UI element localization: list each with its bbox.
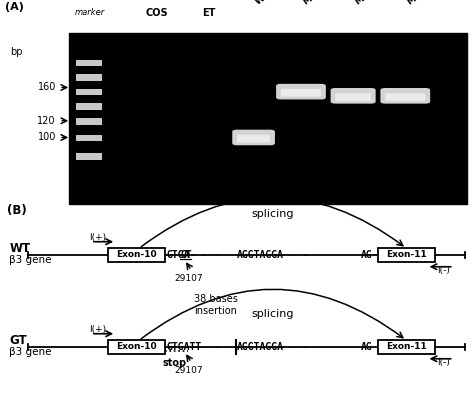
Bar bbox=[76, 89, 102, 95]
Text: MA/ET: MA/ET bbox=[353, 0, 384, 6]
Text: Exon-11: Exon-11 bbox=[386, 342, 427, 351]
Text: - - -: - - - bbox=[279, 342, 308, 352]
Text: MT/ET: MT/ET bbox=[301, 0, 331, 6]
Text: splicing: splicing bbox=[252, 309, 294, 319]
FancyBboxPatch shape bbox=[378, 340, 435, 354]
Text: WT/ET: WT/ET bbox=[254, 0, 285, 6]
Text: I(+): I(+) bbox=[89, 325, 106, 334]
Text: bp: bp bbox=[10, 47, 23, 57]
FancyBboxPatch shape bbox=[385, 93, 425, 101]
Bar bbox=[76, 134, 102, 141]
Bar bbox=[69, 33, 467, 204]
Text: - - -: - - - bbox=[279, 250, 308, 260]
FancyBboxPatch shape bbox=[108, 248, 165, 262]
FancyBboxPatch shape bbox=[276, 84, 326, 99]
FancyBboxPatch shape bbox=[237, 135, 270, 143]
Text: GT: GT bbox=[9, 334, 27, 347]
FancyBboxPatch shape bbox=[232, 130, 275, 145]
Text: β3 gene: β3 gene bbox=[9, 255, 52, 265]
Text: GTGATT: GTGATT bbox=[166, 342, 201, 352]
Text: (B): (B) bbox=[7, 204, 27, 217]
Text: marker: marker bbox=[75, 8, 105, 17]
Text: Exon-10: Exon-10 bbox=[116, 342, 156, 351]
Text: - - -: - - - bbox=[191, 342, 220, 352]
Text: 38 bases
insertion: 38 bases insertion bbox=[194, 294, 237, 316]
Text: (A): (A) bbox=[5, 2, 24, 12]
Text: AGGTAGGA: AGGTAGGA bbox=[237, 250, 284, 260]
FancyBboxPatch shape bbox=[336, 93, 371, 101]
Text: 29107: 29107 bbox=[175, 366, 203, 375]
Bar bbox=[76, 103, 102, 110]
Text: β3 gene: β3 gene bbox=[9, 347, 52, 357]
FancyBboxPatch shape bbox=[378, 248, 435, 262]
Text: MC/ET: MC/ET bbox=[405, 0, 436, 6]
Text: 120: 120 bbox=[37, 116, 56, 126]
FancyBboxPatch shape bbox=[331, 88, 375, 104]
Text: AG: AG bbox=[361, 250, 373, 260]
Text: splicing: splicing bbox=[252, 209, 294, 219]
Text: 100: 100 bbox=[37, 132, 56, 143]
Text: AGGTAGGA: AGGTAGGA bbox=[237, 342, 284, 352]
Bar bbox=[76, 60, 102, 66]
Bar bbox=[76, 153, 102, 160]
FancyBboxPatch shape bbox=[380, 88, 430, 104]
Text: COS: COS bbox=[145, 8, 168, 18]
Text: GT: GT bbox=[181, 250, 192, 260]
Text: ET: ET bbox=[202, 8, 215, 18]
Text: WT: WT bbox=[9, 242, 31, 255]
Text: GTGA: GTGA bbox=[166, 250, 190, 260]
Text: 29107: 29107 bbox=[175, 274, 203, 283]
Text: - - -: - - - bbox=[190, 250, 219, 260]
Text: Exon-10: Exon-10 bbox=[116, 250, 156, 259]
Bar bbox=[76, 118, 102, 125]
Bar bbox=[76, 74, 102, 81]
Text: I(+): I(+) bbox=[89, 233, 106, 242]
FancyBboxPatch shape bbox=[281, 89, 321, 97]
Text: I(-): I(-) bbox=[438, 266, 450, 275]
Text: stop: stop bbox=[163, 358, 187, 368]
Text: I(-): I(-) bbox=[438, 358, 450, 367]
Text: Exon-11: Exon-11 bbox=[386, 250, 427, 259]
Text: AG: AG bbox=[361, 342, 373, 352]
FancyBboxPatch shape bbox=[108, 340, 165, 354]
Text: 160: 160 bbox=[37, 83, 56, 92]
